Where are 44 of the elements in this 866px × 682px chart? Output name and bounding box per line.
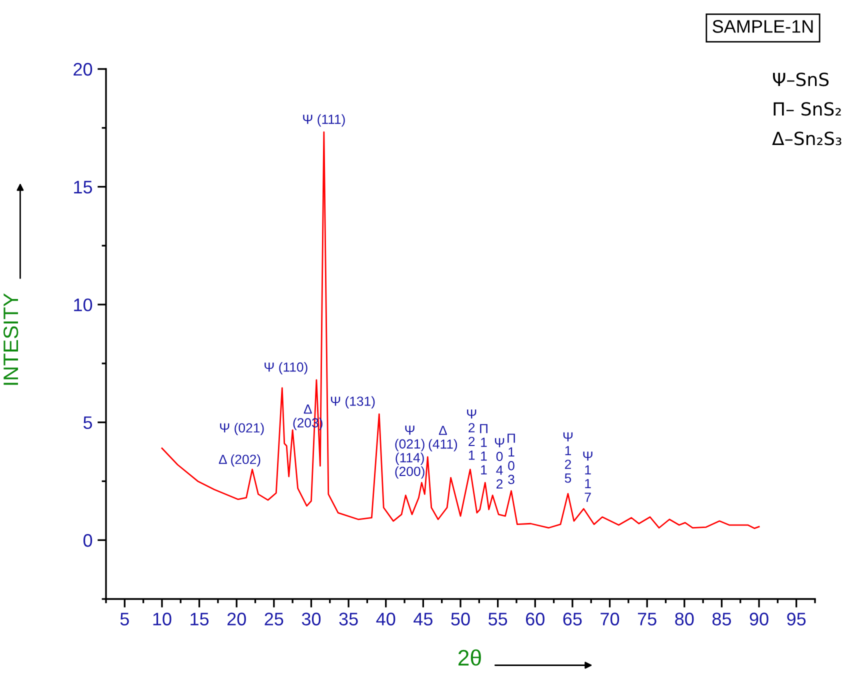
x-tick-label: 65 (563, 612, 582, 626)
annotation: Ψ (021) (220, 422, 264, 436)
x-tick-label: 80 (675, 612, 694, 626)
x-tick-label: 60 (526, 612, 544, 626)
x-tick-label: 95 (787, 612, 806, 626)
annotation: Ψ–SnS (773, 72, 829, 86)
annotation: Π 1 1 1 (480, 424, 488, 474)
x-tick-label: 30 (302, 612, 321, 626)
annotation: Ψ (131) (330, 396, 375, 409)
x-tick-label: 70 (600, 612, 620, 626)
annotation: Ψ 1 2 5 (563, 432, 573, 483)
annotation: Ψ (021) (114) (200) (395, 426, 424, 479)
x-tick-label: 5 (120, 612, 129, 626)
x-tick-label: 75 (638, 612, 656, 626)
x-tick-label: 25 (264, 612, 284, 626)
annotation: Π 1 0 3 (508, 434, 515, 484)
y-axis-title: INTESITY (3, 293, 18, 385)
annotation: Ψ 2 2 1 (467, 409, 476, 460)
x-tick-label: 50 (451, 612, 470, 626)
annotation: Ψ 0 4 2 (494, 438, 504, 488)
x-tick-label: 40 (376, 612, 396, 626)
y-tick-label: 15 (74, 180, 92, 194)
y-tick-label: 10 (74, 298, 92, 312)
x-tick-label: 10 (153, 612, 172, 626)
y-tick-label: 20 (74, 62, 92, 76)
annotation: Π– SnS₂ (774, 102, 841, 116)
x-axis-title: 2θ (458, 649, 481, 666)
x-tick-label: 55 (488, 612, 508, 626)
y-tick-label: 5 (83, 416, 92, 430)
annotation: Ψ 1 1 7 (583, 452, 592, 502)
annotation: Δ–Sn₂S₃ (772, 132, 842, 146)
line-series (161, 131, 760, 530)
annotation: Δ (202) (218, 454, 260, 467)
annotation: Δ (411) (428, 426, 458, 452)
x-tick-label: 20 (227, 612, 246, 626)
x-tick-label: 90 (750, 612, 768, 626)
x-tick-label: 85 (712, 612, 731, 626)
x-tick-label: 45 (414, 612, 432, 626)
x-tick-label: 35 (339, 612, 358, 626)
y-tick-label: 0 (83, 534, 92, 547)
annotation: Ψ (111) (303, 114, 345, 127)
chart-title: SAMPLE-1N (712, 20, 813, 33)
x-tick-label: 15 (190, 612, 209, 626)
annotation: Ψ (110) (264, 362, 308, 374)
